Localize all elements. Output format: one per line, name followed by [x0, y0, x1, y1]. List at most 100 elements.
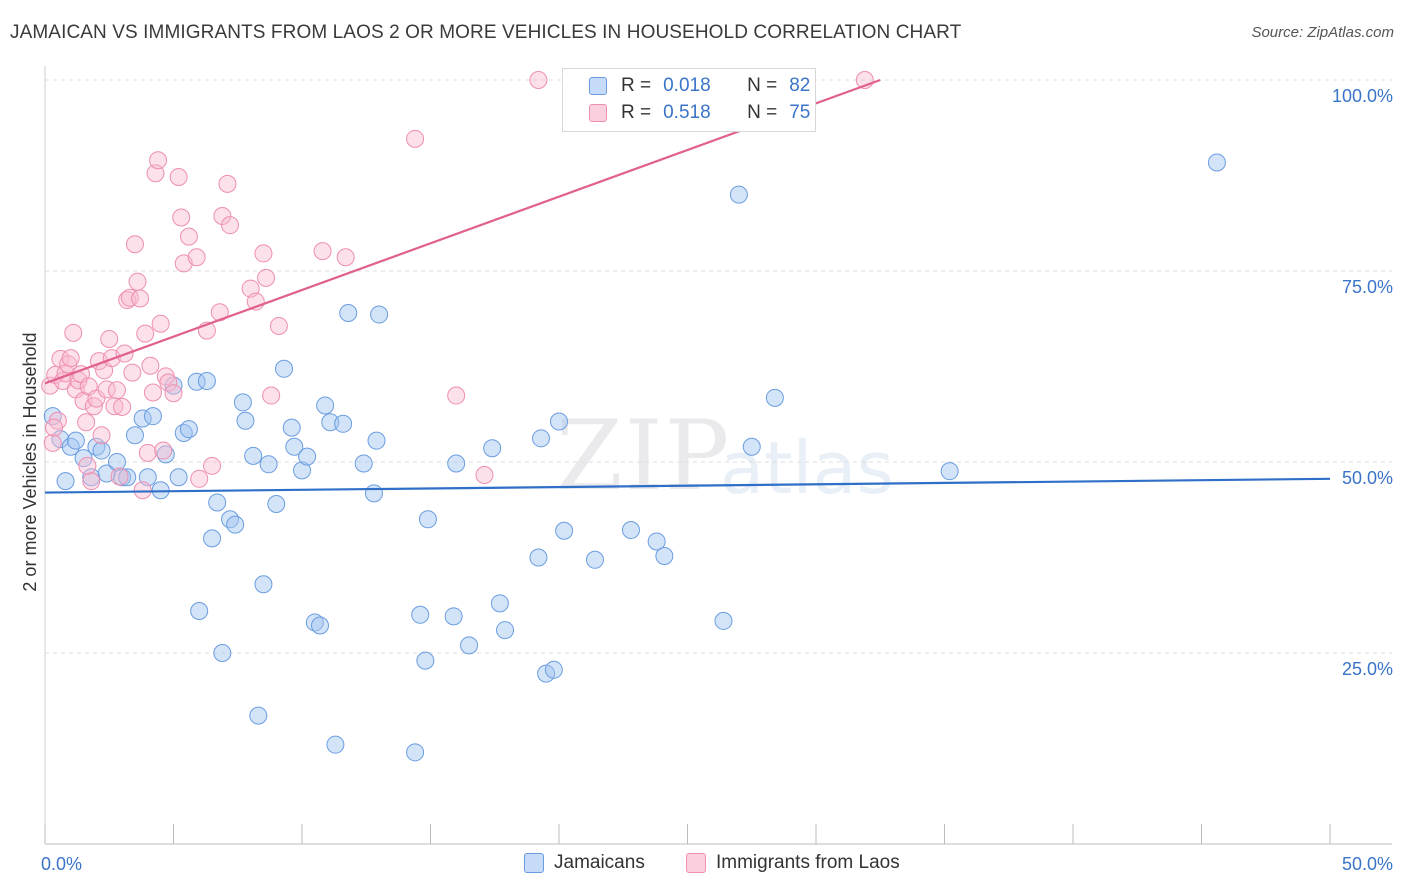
immigrants-from-laos-point [61, 349, 80, 368]
jamaicans-point [367, 431, 386, 450]
immigrants-from-laos-point [475, 465, 494, 484]
jamaicans-point [411, 605, 430, 624]
y-tick-label: 50.0% [1342, 468, 1393, 488]
immigrants-from-laos-point [447, 386, 466, 405]
jamaicans-point [354, 454, 373, 473]
jamaicans-point [267, 495, 286, 514]
jamaicans-point [655, 546, 674, 565]
immigrants-from-laos-point [87, 389, 106, 408]
bottom-jamaicans-label: Jamaicans [554, 852, 645, 873]
jamaicans-point [416, 651, 435, 670]
immigrants-from-laos-point [128, 272, 147, 291]
jamaicans-point [550, 412, 568, 431]
jamaicans-point [282, 418, 301, 437]
jamaicans-point [197, 372, 216, 391]
jamaicans-point [298, 447, 317, 466]
jamaicans-point [339, 304, 358, 323]
bottom-legend-laos: Immigrants from Laos [686, 852, 900, 874]
jamaicans-point [544, 660, 563, 679]
immigrants-from-laos-point [43, 433, 62, 452]
jamaicans-point [169, 468, 188, 487]
immigrants-from-laos-point [151, 314, 170, 333]
jamaicans-point [1207, 153, 1226, 172]
chart-title: JAMAICAN VS IMMIGRANTS FROM LAOS 2 OR MO… [10, 22, 962, 43]
jamaicans-point [259, 455, 278, 474]
immigrants-from-laos-point [131, 289, 150, 308]
x-tick-label-max: 50.0% [1342, 854, 1393, 874]
immigrants-from-laos-point [164, 384, 183, 403]
jamaicans-point [293, 461, 311, 480]
immigrants-from-laos-point [257, 268, 276, 287]
watermark-atlas: atlas [720, 426, 894, 510]
jamaicans-point [490, 594, 509, 613]
jamaicans-point [310, 616, 329, 635]
jamaicans-point [460, 636, 479, 655]
jamaicans-point [444, 607, 463, 626]
immigrants-from-laos-point [262, 386, 281, 405]
jamaicans-point [190, 601, 209, 620]
jamaicans-point [496, 621, 515, 640]
immigrants-from-laos-point [187, 248, 206, 267]
bottom-jamaicans-swatch [524, 853, 544, 873]
immigrants-from-laos-point [113, 397, 132, 416]
source-credit: Source: ZipAtlas.com [1251, 24, 1394, 41]
immigrants-from-laos-point [269, 317, 288, 336]
immigrants-from-laos-point [143, 383, 162, 402]
immigrants-from-laos-point [172, 208, 191, 227]
jamaicans-point [406, 743, 425, 762]
immigrants-from-laos-point [138, 443, 157, 462]
jamaicans-point [316, 396, 335, 415]
n-label-laos: N = [747, 102, 778, 123]
jamaicans-point [532, 429, 551, 448]
y-axis-label: 2 or more Vehicles in Household [20, 332, 40, 591]
jamaicans-point [621, 520, 640, 539]
immigrants-from-laos-point [78, 456, 97, 475]
immigrants-from-laos-point [190, 469, 209, 488]
jamaicans-point [275, 359, 294, 378]
immigrants-from-laos-point [77, 413, 96, 432]
immigrants-from-laos-point [254, 244, 273, 263]
bottom-legend-jamaicans: Jamaicans [524, 852, 645, 874]
jamaicans-point [179, 420, 198, 439]
jamaicans-point [254, 575, 273, 594]
jamaicans-swatch [589, 77, 607, 95]
immigrants-from-laos-point [213, 206, 232, 225]
jamaicans-point [305, 613, 324, 632]
jamaicans-point [729, 185, 748, 204]
jamaicans-point [765, 388, 784, 407]
immigrants-from-laos-point [336, 248, 355, 267]
watermark-zip: ZIP [556, 400, 732, 512]
stats-legend-row-laos: R = 0.518 N = 75 [589, 101, 810, 125]
jamaicans-point [236, 411, 255, 430]
immigrants-from-laos-point [133, 481, 152, 500]
stats-legend-row-jamaicans: R = 0.018 N = 82 [589, 74, 810, 98]
immigrants-from-laos-point [44, 418, 63, 437]
immigrants-from-laos-point [64, 323, 83, 342]
jamaicans-point [92, 441, 111, 460]
bottom-laos-swatch [686, 853, 706, 873]
immigrants-from-laos-point [110, 467, 129, 486]
immigrants-from-laos-point [100, 329, 119, 348]
immigrants-from-laos-point [221, 216, 240, 235]
jamaicans-point [244, 446, 263, 465]
immigrants-from-laos-point [97, 380, 116, 399]
jamaicans-point [447, 454, 466, 473]
jamaicans-point [221, 510, 240, 529]
jamaicans-point [364, 484, 383, 503]
jamaicans-point [61, 437, 80, 456]
jamaicans-point [143, 407, 162, 426]
jamaicans-point [714, 611, 733, 630]
jamaicans-point [208, 493, 227, 512]
n-label-jamaicans: N = [747, 75, 778, 96]
jamaicans-point [285, 437, 304, 456]
jamaicans-point [164, 376, 183, 395]
immigrants-from-laos-point [154, 441, 173, 460]
immigrants-from-laos-point [136, 324, 155, 343]
jamaicans-point [66, 431, 85, 450]
jamaicans-trend-line [44, 477, 1331, 494]
jamaicans-point [233, 393, 252, 412]
stats-legend: R = 0.018 N = 82 R = 0.518 N = 75 [562, 68, 816, 132]
r-label-jamaicans: R = [621, 75, 652, 96]
jamaicans-point [370, 305, 389, 324]
